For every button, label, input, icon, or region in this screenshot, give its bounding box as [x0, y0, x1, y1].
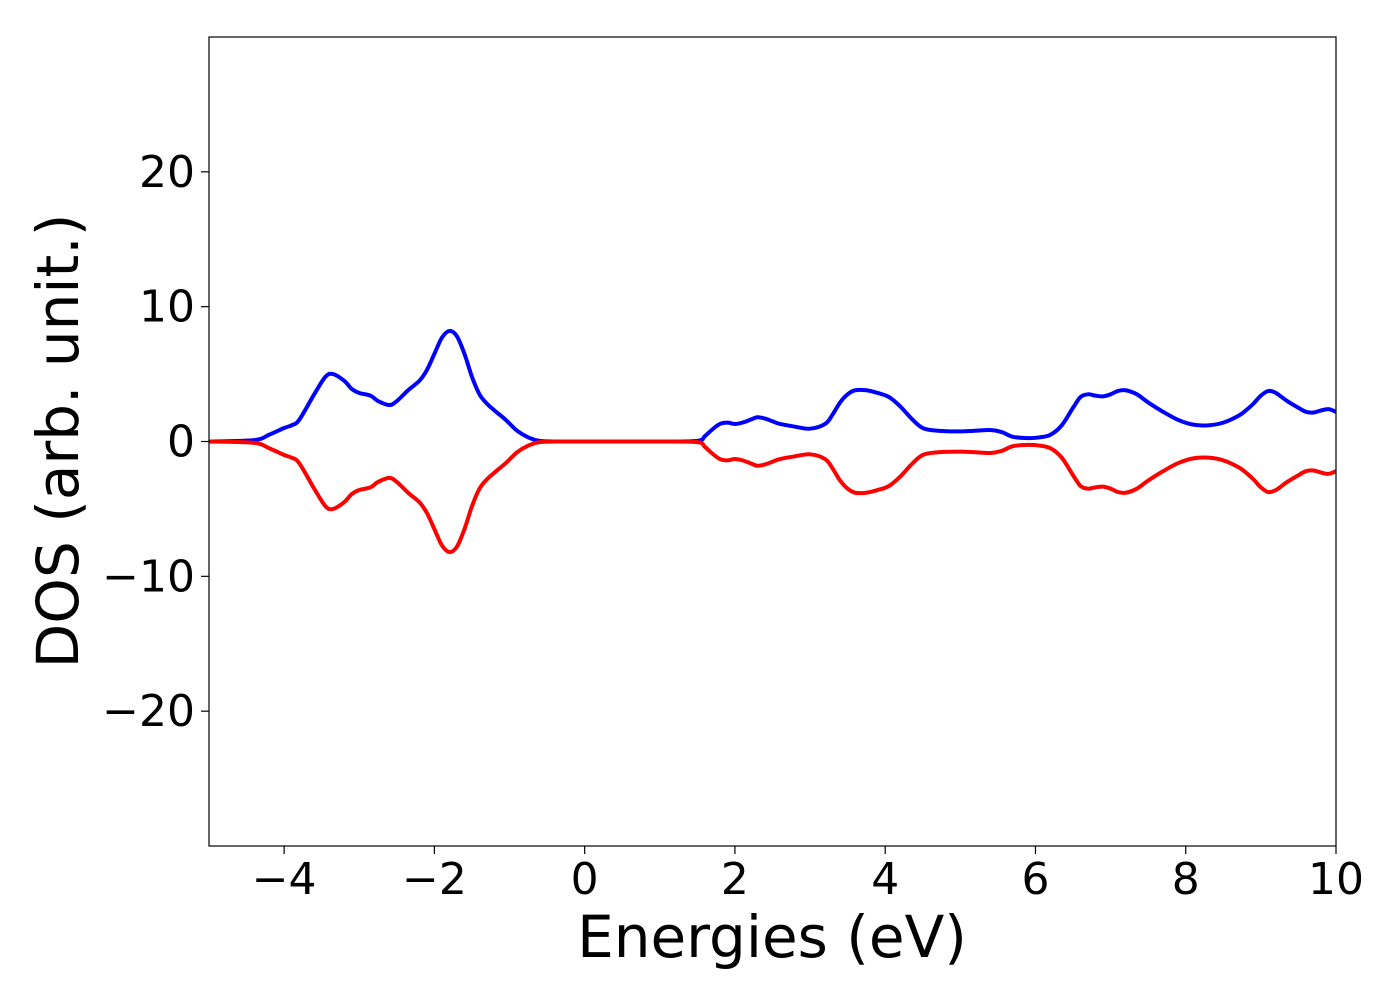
x-tick-label: 10: [1308, 854, 1364, 905]
dos-spin-down-line: [209, 439, 1336, 555]
x-axis-title: Energies (eV): [577, 903, 967, 971]
x-tick-label: −2: [402, 854, 467, 905]
y-tick-label: 10: [139, 282, 195, 333]
x-tick-label: 0: [571, 854, 599, 905]
y-axis: −20 −10 0 10 20: [102, 147, 209, 737]
dos-spin-up-line: [209, 328, 1336, 444]
x-tick-label: 6: [1021, 854, 1049, 905]
y-tick-label: 20: [139, 147, 195, 198]
y-tick-label: 0: [167, 417, 195, 468]
x-axis: −4 −2 0 2 4 6 8 10: [252, 846, 1364, 905]
x-tick-label: 4: [871, 854, 899, 905]
y-tick-label: −10: [102, 551, 195, 602]
x-tick-label: −4: [252, 854, 317, 905]
y-tick-label: −20: [102, 686, 195, 737]
series-layer: [209, 328, 1336, 555]
x-tick-label: 8: [1172, 854, 1200, 905]
y-axis-title: DOS (arb. unit.): [24, 214, 92, 669]
x-tick-label: 2: [721, 854, 749, 905]
